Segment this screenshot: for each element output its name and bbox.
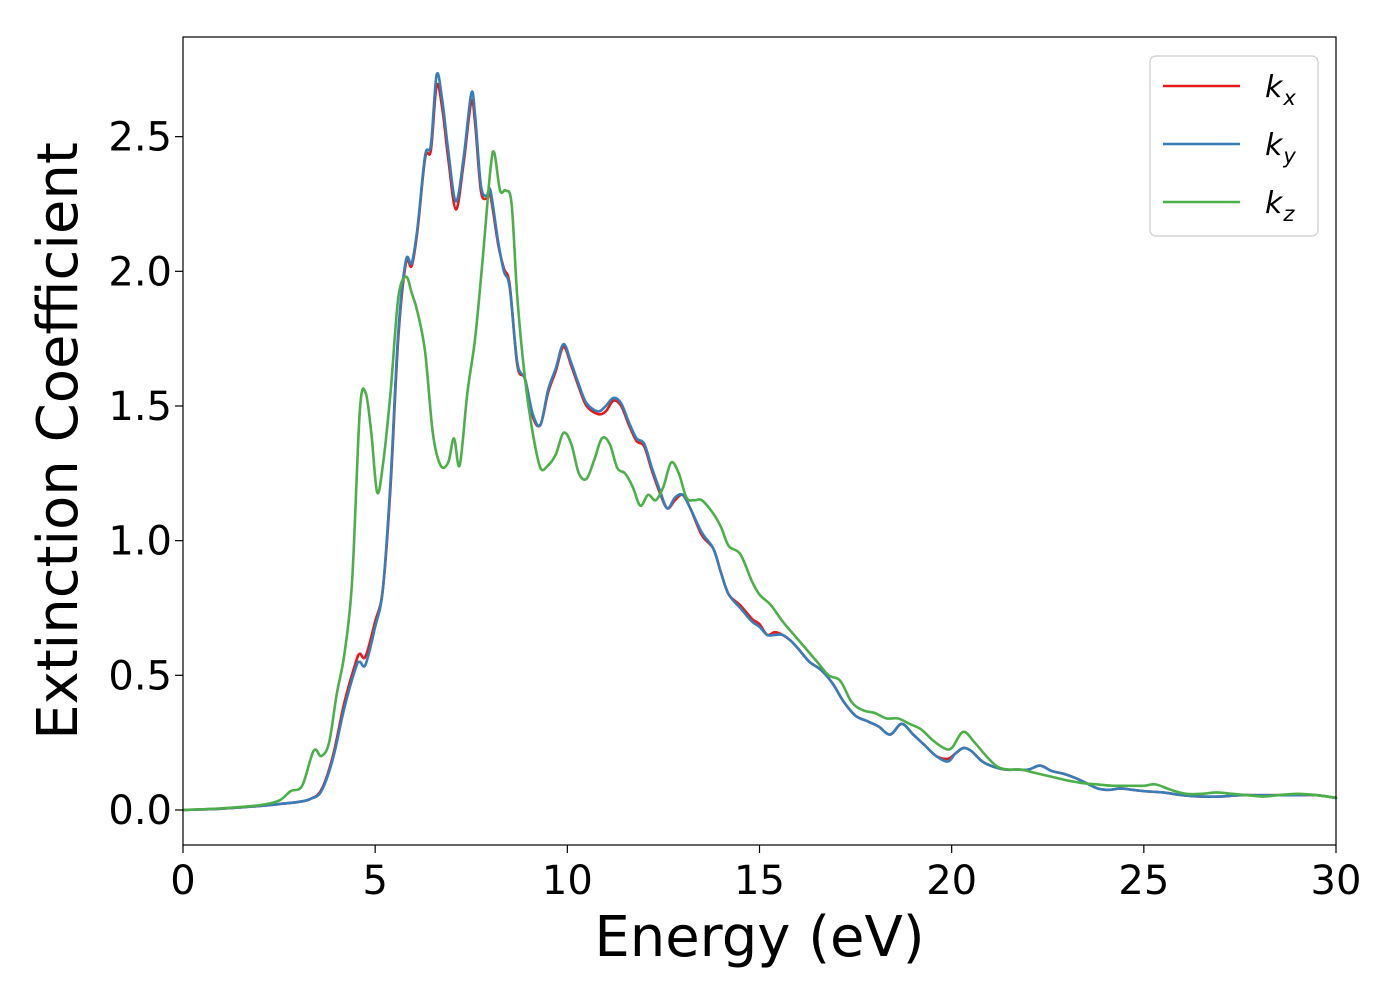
x-tick-label: 10 — [542, 858, 593, 904]
series-line-ky — [181, 71, 1338, 812]
y-tick-label: 0.0 — [108, 788, 172, 834]
x-tick-label: 5 — [362, 858, 387, 904]
series-layer — [181, 71, 1338, 812]
series-line-kz — [181, 150, 1338, 812]
y-axis-title: Extinction Coefficient — [26, 142, 91, 740]
y-tick-label: 2.0 — [108, 249, 172, 295]
x-tick-label: 15 — [734, 858, 785, 904]
y-axis-ticks: 0.0 0.5 1.0 1.5 2.0 2.5 — [108, 115, 183, 834]
y-tick-label: 0.5 — [108, 653, 172, 699]
x-tick-label: 20 — [926, 858, 977, 904]
x-tick-label: 30 — [1311, 858, 1362, 904]
x-tick-label: 0 — [170, 858, 195, 904]
x-axis-ticks: 0 5 10 15 20 25 30 — [170, 845, 1361, 904]
y-tick-label: 1.0 — [108, 519, 172, 565]
legend-frame — [1149, 55, 1319, 237]
x-axis-title: Energy (eV) — [594, 905, 924, 970]
x-tick-label: 25 — [1118, 858, 1169, 904]
y-tick-label: 1.5 — [108, 384, 172, 430]
y-tick-label: 2.5 — [108, 115, 172, 161]
